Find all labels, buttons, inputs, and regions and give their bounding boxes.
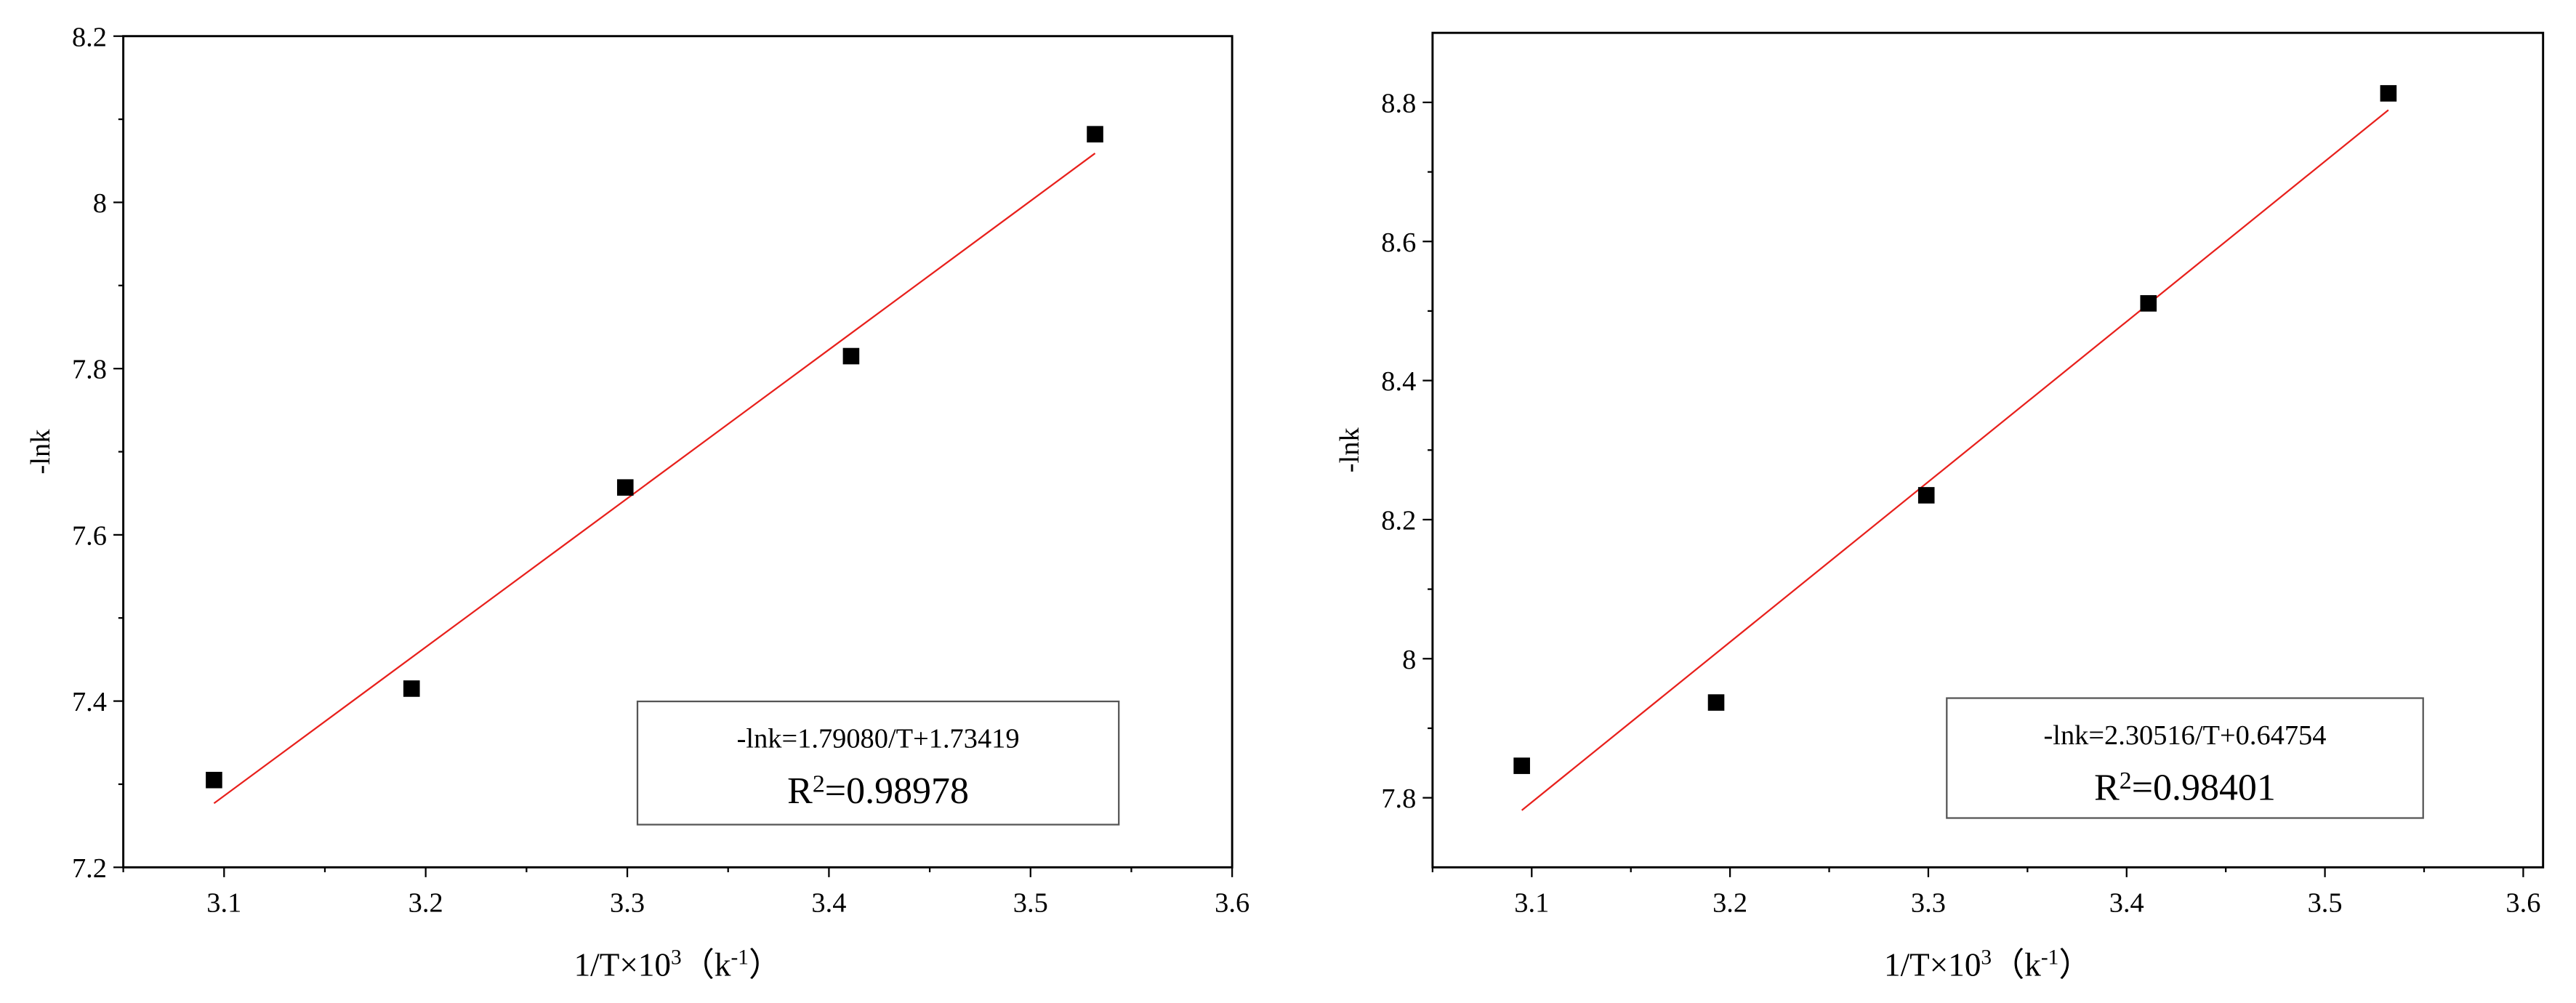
point (1087, 126, 1103, 142)
x-axis-label-part: 1/T×10 (1884, 946, 1981, 983)
annotation-box (1946, 697, 2424, 819)
x-tick-label: 3.6 (1215, 887, 1249, 918)
x-tick-label: 3.4 (811, 887, 846, 918)
x-tick-label: 3.6 (2505, 887, 2540, 918)
x-axis-label-part: （k (682, 946, 731, 983)
x-tick-label: 3.1 (1514, 887, 1549, 918)
y-tick-label: 8.6 (1381, 227, 1416, 258)
y-tick-label: 8.8 (1381, 88, 1416, 118)
x-axis-label-part: 1/T×10 (574, 946, 671, 983)
annotation-box (636, 700, 1120, 826)
x-tick-label: 3.1 (206, 887, 241, 918)
point (1513, 757, 1530, 774)
r-squared-part: 2 (2120, 768, 2132, 794)
x-tick-label: 3.4 (2109, 887, 2144, 918)
x-axis-label-part: ） (749, 946, 781, 983)
r-squared-part: =0.98978 (825, 770, 969, 812)
y-tick-label: 8.2 (1381, 505, 1416, 536)
r-squared-part: =0.98401 (2132, 768, 2276, 809)
x-tick-label: 3.3 (610, 887, 645, 918)
point (2380, 85, 2397, 102)
r-squared-part: R (2094, 768, 2120, 809)
r-squared: R2=0.98978 (787, 770, 969, 812)
point (616, 479, 634, 496)
y-tick-label: 7.8 (72, 355, 107, 385)
y-tick-label: 7.8 (1381, 784, 1416, 814)
y-tick-label: 7.2 (72, 853, 107, 884)
x-axis-label: 1/T×103（k-1） (574, 946, 782, 983)
fit-line (1521, 109, 2389, 811)
x-tick-label: 3.3 (1911, 887, 1946, 918)
equation: -lnk=2.30516/T+0.64754 (2044, 720, 2327, 751)
x-axis-label-part: 3 (1981, 946, 1992, 970)
y-tick-label: 8 (93, 188, 107, 219)
fit-line (213, 153, 1096, 805)
x-axis-label-part: 3 (671, 946, 682, 970)
y-axis-label: -lnk (25, 429, 56, 475)
r-squared-part: R (787, 770, 813, 812)
point (403, 680, 420, 697)
point (1707, 694, 1725, 711)
y-tick-label: 8 (1402, 645, 1416, 675)
y-axis-label: -lnk (1335, 427, 1365, 473)
plot: 3.1 3.2 3.3 3.4 3.5 3.6 7.8 8 8.2 8.4 8.6 8.8 -lnk 1/… (1335, 31, 2545, 983)
x-tick-label: 3.2 (1712, 887, 1747, 918)
x-axis-label-part: （k (1992, 946, 2041, 983)
y-tick-label: 7.6 (72, 520, 107, 551)
plot: 3.1 3.2 3.3 3.4 3.5 3.6 7.2 7.4 7.6 7.8 8 8.2 -lnk 1/… (25, 22, 1249, 983)
point (842, 347, 860, 365)
point (206, 771, 222, 789)
y-tick-label: 8.4 (1381, 366, 1416, 397)
equation: -lnk=1.79080/T+1.73419 (737, 723, 1020, 754)
x-tick-label: 3.2 (408, 887, 443, 918)
r-squared-part: 2 (813, 770, 825, 797)
point (2140, 295, 2157, 312)
y-tick-label: 8.2 (72, 22, 107, 52)
y-tick-label: 7.4 (72, 687, 107, 717)
x-axis-label-part: -1 (731, 946, 749, 970)
x-tick-label: 3.5 (1013, 887, 1048, 918)
point (1917, 487, 1935, 504)
x-axis-label-part: -1 (2041, 946, 2058, 970)
x-tick-label: 3.5 (2308, 887, 2343, 918)
r-squared: R2=0.98401 (2094, 768, 2276, 809)
x-axis-label-part: ） (2058, 946, 2091, 983)
x-axis-label: 1/T×103（k-1） (1884, 946, 2092, 983)
